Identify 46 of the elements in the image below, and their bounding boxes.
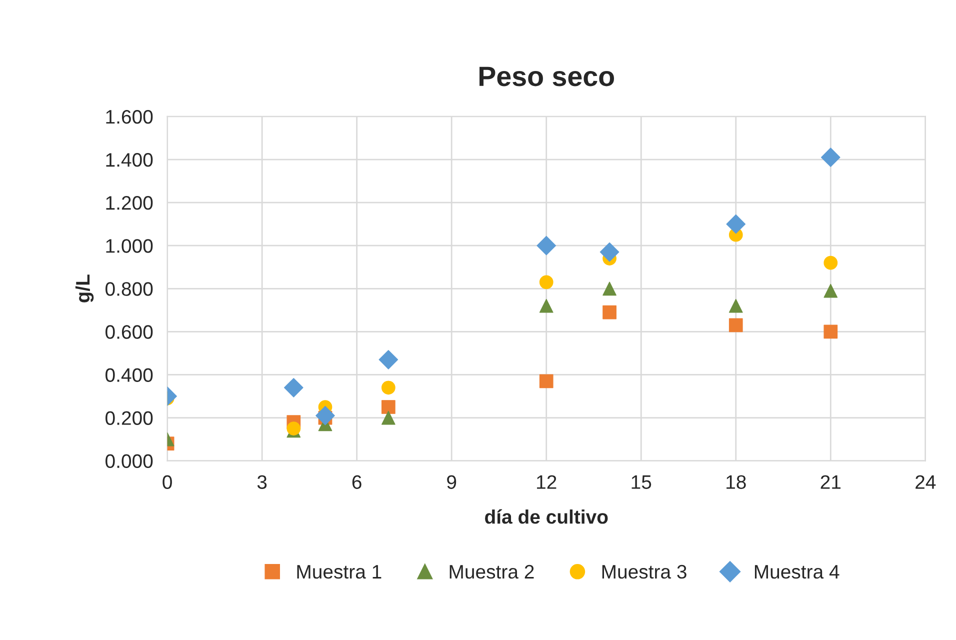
y-tick-label: 1.400 <box>106 152 153 167</box>
x-tick-label: 0 <box>162 475 172 489</box>
y-tick-label: 1.000 <box>106 239 153 253</box>
y-tick-label: 0.800 <box>106 282 153 296</box>
x-tick-label: 12 <box>537 475 556 489</box>
point <box>602 305 616 320</box>
point <box>539 374 554 388</box>
x-tick-label: 6 <box>352 475 362 489</box>
point <box>381 410 396 425</box>
legend-label: Muestra 3 <box>602 564 686 579</box>
point <box>728 318 743 332</box>
y-tick-label: 0.400 <box>106 368 153 382</box>
y-tick-label: 0.200 <box>106 411 153 425</box>
y-axis-title: g/L <box>75 274 94 302</box>
x-tick-label: 21 <box>820 475 841 489</box>
x-tick-label: 3 <box>257 475 267 489</box>
legend-label: Muestra 1 <box>297 565 382 579</box>
point <box>726 214 746 234</box>
legend-label: Muestra 4 <box>754 565 840 579</box>
point <box>824 284 838 298</box>
point <box>286 422 301 436</box>
point <box>728 298 743 313</box>
point <box>378 350 398 370</box>
legend-label: Muestra 2 <box>450 564 534 579</box>
x-tick-label: 24 <box>916 475 936 489</box>
point <box>536 236 556 256</box>
point <box>539 275 554 290</box>
point <box>602 282 616 296</box>
point <box>824 324 838 339</box>
point <box>600 242 620 262</box>
chart-title: Peso seco <box>480 66 614 86</box>
point <box>381 380 396 395</box>
x-axis-title: día de cultivo <box>485 509 608 524</box>
point <box>316 406 335 426</box>
point <box>381 400 396 414</box>
point <box>824 256 838 270</box>
x-tick-label: 15 <box>632 475 652 489</box>
point <box>284 378 304 398</box>
point <box>820 148 840 168</box>
x-tick-label: 9 <box>447 475 456 489</box>
y-tick-label: 0.000 <box>106 454 153 468</box>
y-tick-label: 0.600 <box>106 325 153 339</box>
y-tick-label: 1.200 <box>106 196 153 210</box>
point <box>539 298 554 313</box>
x-tick-label: 18 <box>726 475 746 489</box>
y-tick-label: 1.600 <box>106 110 153 124</box>
